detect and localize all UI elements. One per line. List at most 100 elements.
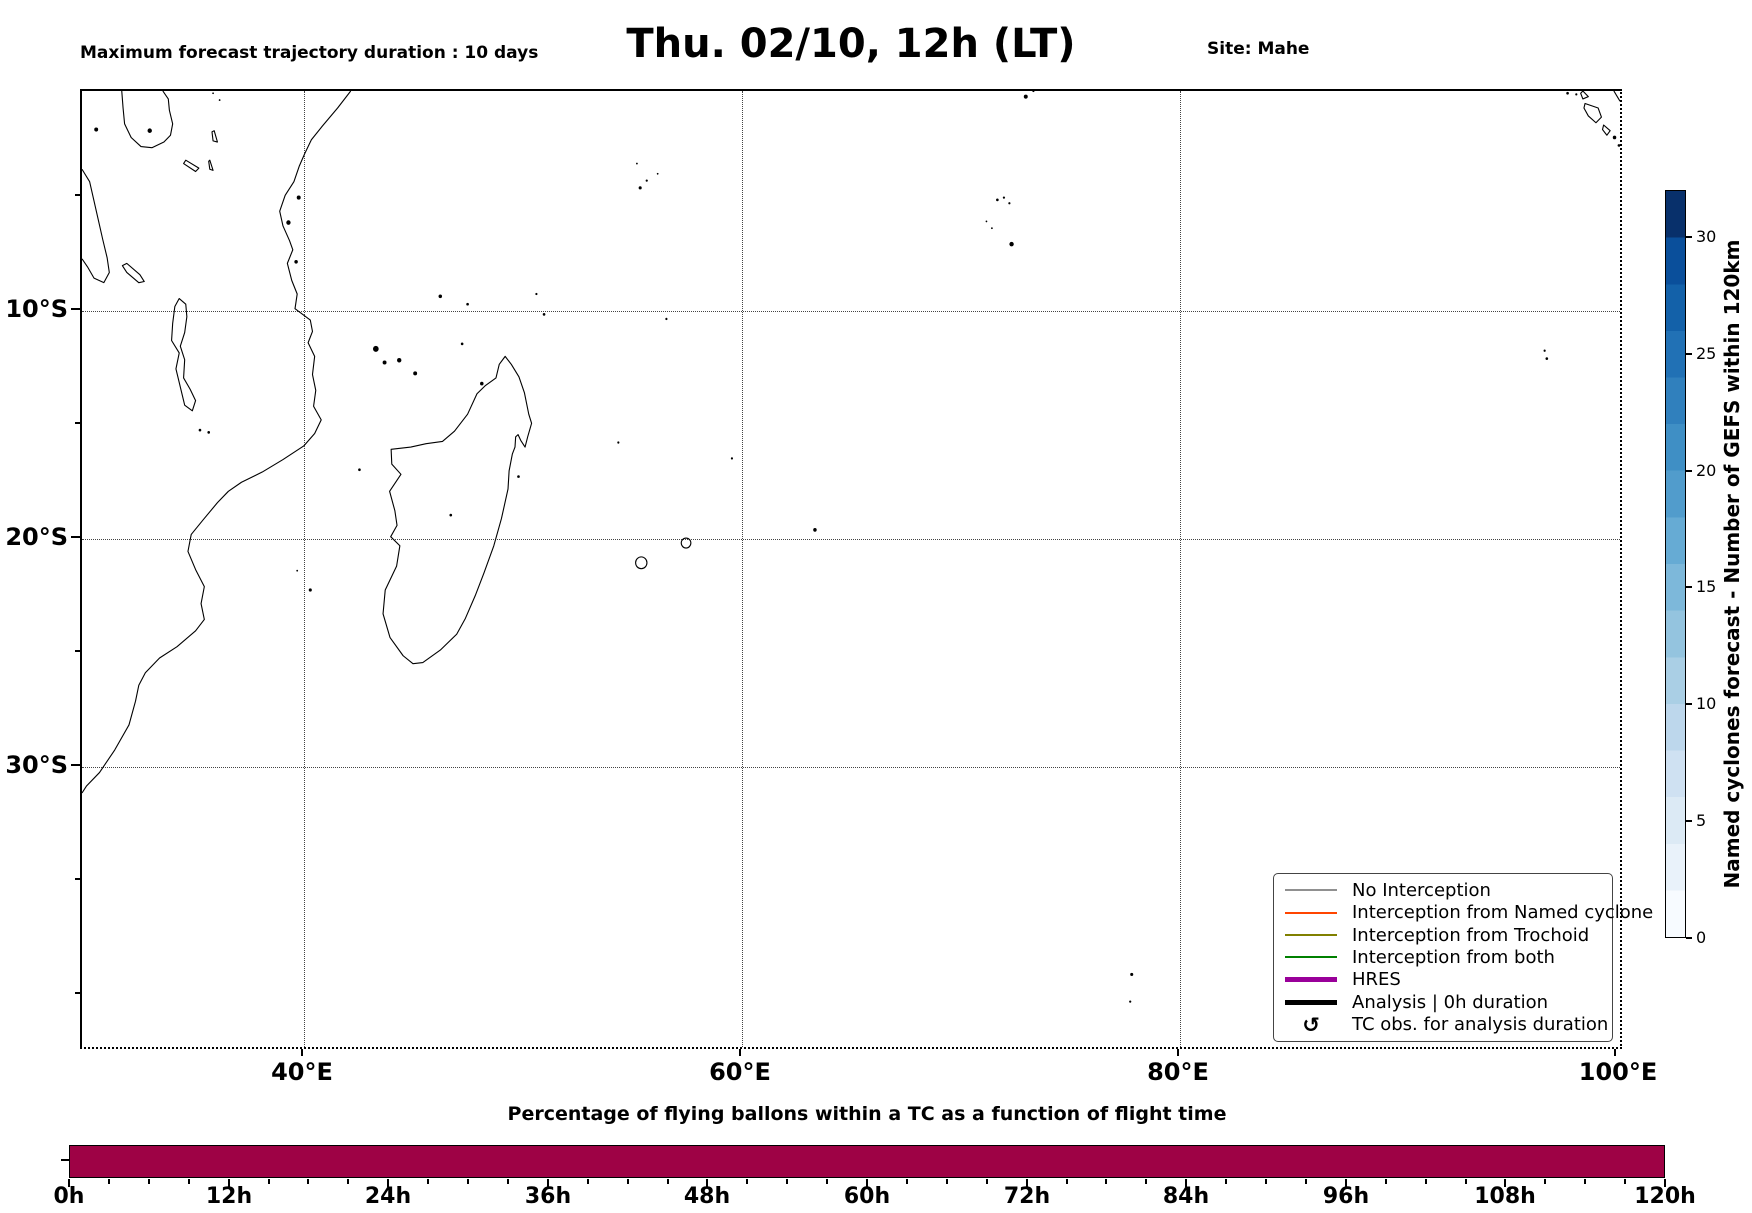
lake-itasy <box>449 513 453 517</box>
juan-de-nova-island <box>358 468 361 472</box>
rift-lake-dot <box>212 92 214 95</box>
colorbar-tick-label: 25 <box>1696 343 1717 363</box>
bottom-chart-tick <box>307 1179 310 1184</box>
bottom-chart-tick <box>1145 1179 1148 1184</box>
lake-rukwa <box>122 263 144 282</box>
hour-label: 48h <box>683 1184 731 1209</box>
lon-label-40e: 40°E <box>271 1058 333 1086</box>
bottom-chart-tick <box>826 1179 829 1184</box>
rift-lake-dot <box>218 99 221 101</box>
bottom-chart-ytick <box>61 1159 69 1161</box>
anjouan-island <box>397 357 402 363</box>
bottom-chart-tick <box>1504 1179 1507 1187</box>
colorbar-tick-label: 15 <box>1696 577 1717 597</box>
zanzibar-island <box>286 220 291 225</box>
st-brandon-island <box>730 457 734 460</box>
sainte-marie-island <box>517 475 520 478</box>
colorbar-tick <box>1686 820 1692 823</box>
xtick-80e <box>1177 1049 1179 1056</box>
lake-chilwa <box>207 430 211 434</box>
mayotte-island <box>413 371 418 376</box>
map-legend: No Interception Interception from Named … <box>1273 873 1653 1042</box>
sumatra-coast <box>1614 91 1620 101</box>
gridline-40e <box>304 91 305 1047</box>
colorbar-tick-label: 0 <box>1696 928 1707 947</box>
africa-coastline <box>82 91 351 793</box>
colorbar-tick <box>1686 235 1692 238</box>
sipora-island <box>1603 125 1611 135</box>
bottom-chart-tick <box>1624 1179 1627 1184</box>
legend-item-named-cyclone: Interception from Named cyclone <box>1284 902 1653 924</box>
pagai-island <box>1612 135 1617 140</box>
mauritius-island <box>681 538 691 548</box>
gridline-30s <box>82 767 1620 768</box>
lake-natron <box>212 131 217 142</box>
legend-item-trochoid: Interception from Trochoid <box>1284 924 1602 946</box>
bottom-chart-title: Percentage of flying ballons within a TC… <box>507 1103 1227 1125</box>
europa-island <box>308 588 312 592</box>
bassas-da-india <box>296 569 299 572</box>
site-text: Site: Mahe <box>1207 39 1310 59</box>
ytick-20s <box>71 536 80 538</box>
ytick-minor <box>75 992 80 994</box>
legend-item-both: Interception from both <box>1284 946 1602 968</box>
agalega-island <box>665 317 668 321</box>
hour-label: 24h <box>364 1184 412 1209</box>
lake-eyasi <box>184 160 199 171</box>
hour-label: 72h <box>1003 1184 1051 1209</box>
mahe-island <box>638 186 642 190</box>
bottom-chart-tick <box>1384 1179 1387 1184</box>
colorbar-tick-label: 5 <box>1696 811 1707 831</box>
rodrigues-island <box>813 528 817 532</box>
bottom-chart-tick <box>1464 1179 1467 1184</box>
moheli-island <box>382 360 387 365</box>
lat-label-10s: 10°S <box>5 295 68 323</box>
hour-label: 120h <box>1634 1184 1696 1209</box>
bottom-chart-tick <box>427 1179 430 1184</box>
lake-victoria <box>122 91 173 148</box>
praslin-island <box>645 179 648 182</box>
ytick-30s <box>71 764 80 766</box>
peros-banhos <box>996 198 999 202</box>
lon-label-100e: 100°E <box>1578 1058 1658 1086</box>
providence-island <box>535 292 538 296</box>
lake-manyara <box>209 160 213 170</box>
bottom-chart-tick <box>1344 1179 1347 1187</box>
bottom-chart-tick <box>227 1179 230 1187</box>
bottom-chart-tick <box>786 1179 789 1184</box>
grande-comore-island <box>372 345 379 352</box>
pemba-island <box>296 195 301 200</box>
bottom-chart-tick <box>1424 1179 1427 1184</box>
bottom-chart-tick <box>387 1179 390 1187</box>
hour-label: 108h <box>1474 1184 1536 1209</box>
lake-edward <box>94 127 99 132</box>
ytick-10s <box>71 308 80 310</box>
lat-label-30s: 30°S <box>5 751 68 779</box>
hour-label: 96h <box>1322 1184 1370 1209</box>
st-paul-island <box>1129 1000 1132 1003</box>
lat-label-20s: 20°S <box>5 523 68 551</box>
amsterdam-island <box>1130 972 1134 977</box>
coastlines-layer <box>82 91 1620 1003</box>
madagascar-coastline <box>383 356 532 663</box>
colorbar-tick <box>1686 703 1692 706</box>
xtick-100e <box>1614 1049 1616 1056</box>
colorbar-tick <box>1686 469 1692 472</box>
chagos-dot <box>1002 196 1006 199</box>
lake-tanganyika <box>82 169 109 282</box>
bottom-chart-tick <box>586 1179 589 1184</box>
salomon-atoll <box>1008 202 1011 205</box>
gridline-80e <box>1180 91 1181 1047</box>
maldives-dot <box>1032 91 1035 93</box>
bottom-chart-tick <box>945 1179 948 1184</box>
lon-label-60e: 60°E <box>709 1058 771 1086</box>
chagos-bank-dot <box>985 220 988 223</box>
colorbar <box>1665 190 1686 938</box>
gridline-10s <box>82 311 1620 312</box>
colorbar-tick-label: 30 <box>1696 226 1717 246</box>
gray-line-swatch <box>1284 889 1338 892</box>
bottom-chart-tick <box>1065 1179 1068 1184</box>
ytick-minor <box>75 650 80 652</box>
bottom-chart-tick <box>746 1179 749 1184</box>
